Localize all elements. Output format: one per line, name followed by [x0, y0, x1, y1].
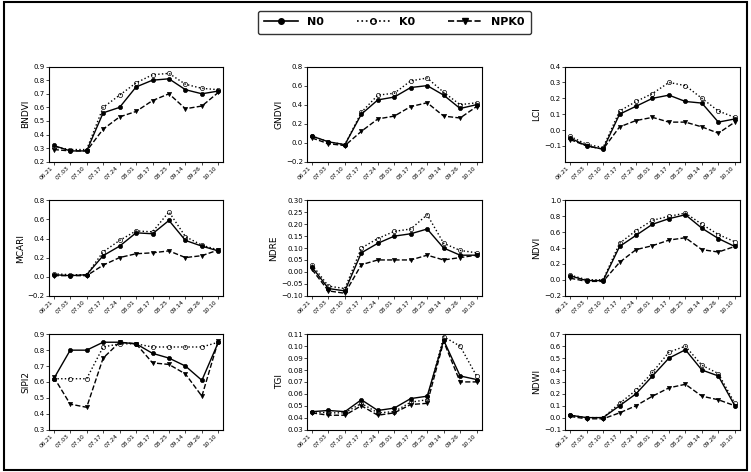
Y-axis label: MCARI: MCARI	[16, 234, 25, 262]
Y-axis label: LCI: LCI	[532, 107, 541, 121]
Legend: N0, K0, NPK0: N0, K0, NPK0	[258, 10, 531, 34]
Y-axis label: SIPI2: SIPI2	[22, 371, 31, 393]
Y-axis label: NDVI: NDVI	[532, 237, 541, 259]
Y-axis label: BNDVI: BNDVI	[22, 100, 31, 128]
Y-axis label: GNDVI: GNDVI	[274, 100, 283, 129]
Y-axis label: TGI: TGI	[276, 374, 285, 389]
Y-axis label: NDRE: NDRE	[270, 236, 279, 261]
Y-axis label: NDWI: NDWI	[532, 370, 541, 395]
